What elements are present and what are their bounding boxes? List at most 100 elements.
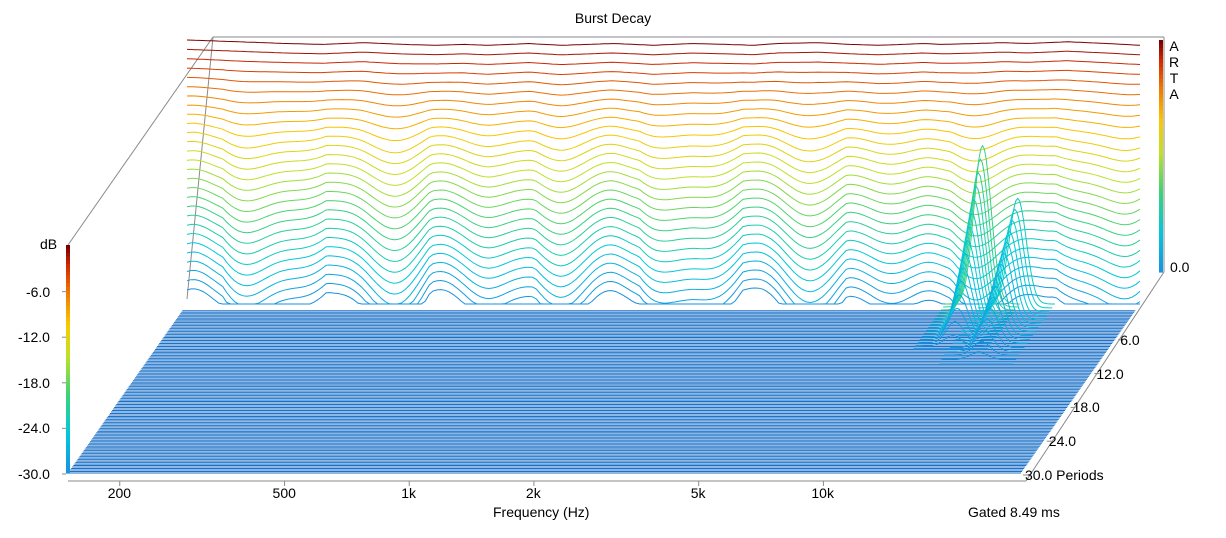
right-color-bar — [1159, 241, 1163, 246]
right-color-bar — [1159, 90, 1163, 95]
resonance-slice — [966, 252, 1042, 325]
right-color-bar — [1159, 194, 1163, 200]
decay-curve — [186, 67, 1141, 76]
right-color-bar — [1159, 98, 1163, 103]
decay-curve — [186, 187, 1141, 219]
left-color-bar — [66, 438, 70, 444]
right-color-bar — [1159, 74, 1163, 80]
left-color-bar — [66, 419, 70, 425]
decay-curve — [186, 113, 1141, 130]
period-tick-label: 18.0 — [1072, 399, 1100, 416]
resonance-slice — [949, 318, 1025, 348]
resonance-slice — [915, 334, 991, 347]
x-tick-label: 5k — [690, 485, 706, 501]
right-color-bar — [1159, 40, 1163, 45]
left-color-bar — [66, 245, 70, 250]
left-color-bar — [66, 302, 70, 307]
decay-curve — [186, 196, 1141, 230]
x-tick-label: 10k — [811, 485, 834, 501]
decay-curve — [186, 122, 1141, 141]
left-color-bar — [66, 271, 70, 276]
right-level-label: 0.0 — [1170, 259, 1190, 275]
decay-curve — [186, 214, 1141, 252]
decay-curve — [186, 48, 1141, 56]
right-color-bar — [1159, 59, 1163, 64]
left-color-bar — [66, 412, 70, 417]
right-color-bar — [1159, 51, 1163, 57]
left-color-bar — [66, 347, 70, 352]
left-color-bar — [66, 290, 70, 295]
left-color-bar — [66, 370, 70, 375]
axis-line — [186, 36, 214, 300]
left-color-bar — [66, 374, 70, 379]
resonance-slice — [945, 144, 1020, 305]
resonance-peaks — [913, 144, 1055, 364]
right-color-bar — [1159, 159, 1163, 165]
decay-curve — [186, 104, 1141, 118]
right-color-bar — [1159, 237, 1163, 242]
y-tick-label: -18.0 — [18, 374, 50, 391]
right-color-bar — [1159, 214, 1163, 219]
left-color-bar — [66, 450, 70, 455]
left-color-bar — [66, 336, 70, 341]
right-color-bar — [1159, 156, 1163, 161]
right-color-bar — [1159, 63, 1163, 68]
left-color-bar — [66, 378, 70, 383]
left-color-bar — [66, 321, 70, 326]
decay-curve — [187, 86, 1141, 96]
decay-curve — [186, 39, 1141, 46]
right-color-bar — [1159, 175, 1163, 180]
left-color-bar — [66, 404, 70, 409]
left-color-bar — [66, 283, 70, 288]
right-color-bar — [1159, 105, 1163, 111]
left-color-bar — [66, 389, 70, 394]
resonance-slice — [917, 321, 993, 344]
axis-line — [1025, 271, 1165, 482]
left-color-bar — [66, 340, 70, 345]
period-tick-label: 24.0 — [1048, 433, 1077, 450]
right-color-bar — [1159, 252, 1163, 258]
right-color-bar — [1159, 113, 1163, 118]
left-color-bar — [66, 286, 70, 292]
plot-frame — [67, 36, 1165, 482]
right-color-bar — [1159, 67, 1163, 72]
right-color-bar — [1159, 167, 1163, 173]
brand-letter: T — [1169, 70, 1179, 86]
left-color-bar — [66, 457, 70, 463]
left-color-bar — [66, 267, 70, 273]
left-color-bar — [66, 397, 70, 402]
right-color-bar — [1159, 55, 1163, 60]
right-color-bar — [1159, 70, 1163, 76]
decay-curve — [186, 76, 1140, 86]
resonance-slice — [961, 274, 1036, 333]
left-color-bar — [66, 332, 70, 337]
brand-letter: A — [1169, 38, 1179, 54]
right-color-bar — [1159, 248, 1163, 254]
right-color-bar — [1159, 148, 1163, 153]
left-color-bar — [66, 461, 70, 466]
left-color-bar — [66, 454, 70, 459]
left-color-bar — [66, 248, 70, 254]
right-color-bar — [1159, 128, 1163, 134]
left-color-bar — [66, 355, 70, 360]
left-color-bar — [66, 366, 70, 371]
resonance-slice — [932, 226, 1008, 323]
decay-curve — [186, 131, 1141, 154]
right-color-bar — [1159, 132, 1163, 138]
resonance-slice — [922, 294, 997, 338]
right-color-bar — [1159, 152, 1163, 157]
left-color-bar — [66, 317, 70, 322]
left-color-bar — [66, 298, 70, 303]
gate-note: Gated 8.49 ms — [968, 504, 1060, 520]
left-color-bar — [66, 294, 70, 299]
decay-curve — [186, 242, 1141, 284]
left-color-bar — [66, 351, 70, 356]
left-color-bar — [66, 252, 70, 257]
right-color-bar — [1159, 186, 1163, 192]
right-color-bar — [1159, 78, 1163, 84]
brand-letter: R — [1168, 54, 1180, 70]
left-color-bar — [66, 256, 70, 261]
decay-curve — [186, 251, 1141, 295]
period-tick-label: 30.0 Periods — [1025, 467, 1104, 483]
